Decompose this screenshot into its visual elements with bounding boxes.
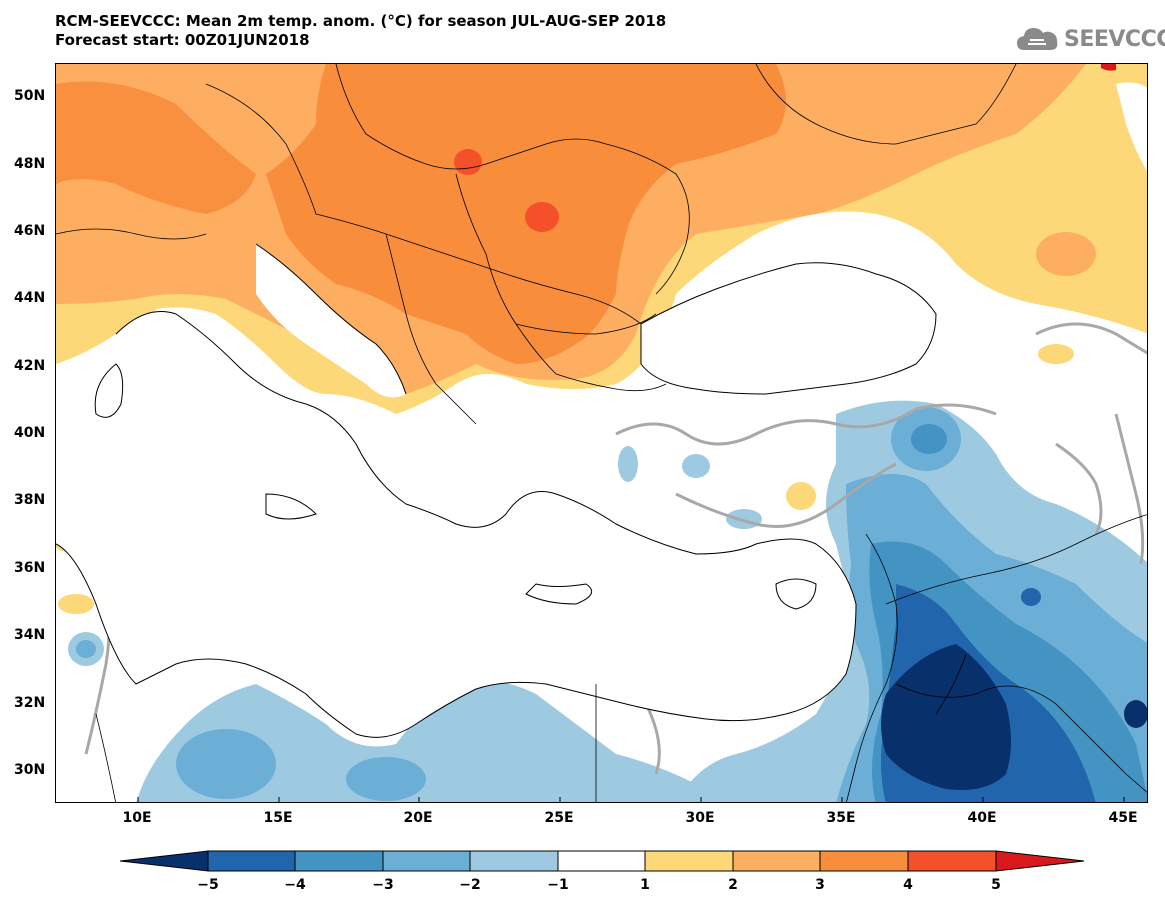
colorbar-segment — [732, 850, 821, 872]
colorbar-segment — [207, 850, 296, 872]
colorbar-tick-label: 2 — [728, 877, 738, 893]
anomaly-4-5-hungary — [454, 149, 482, 175]
colorbar-segment — [907, 850, 997, 872]
colorbar-tick-label: −1 — [547, 877, 569, 893]
lon-label-30e: 30E — [685, 810, 715, 826]
colorbar-tick-label: 3 — [815, 877, 825, 893]
colorbar-segment — [382, 850, 471, 872]
azov-sea — [786, 232, 830, 259]
title-line-2: Forecast start: 00Z01JUN2018 — [55, 31, 310, 49]
lon-label-40e: 40E — [967, 810, 997, 826]
anomaly-5-plus — [1101, 64, 1116, 71]
lon-label-20e: 20E — [403, 810, 433, 826]
colorbar-tick-label: 5 — [991, 877, 1001, 893]
lon-label-25e: 25E — [544, 810, 574, 826]
anomaly-below-minus5 — [881, 644, 1011, 790]
cloud-logo-icon — [1017, 28, 1058, 50]
lat-label-46n: 46N — [14, 223, 46, 239]
map-canvas — [56, 64, 1147, 802]
lat-label-48n: 48N — [14, 156, 46, 172]
colorbar-segment — [557, 850, 646, 872]
colorbar-tick-label: −3 — [372, 877, 394, 893]
coastlines — [56, 243, 857, 738]
colorbar-segment — [469, 850, 559, 872]
colorbar — [120, 850, 1085, 872]
lat-label-40n: 40N — [14, 425, 46, 441]
lat-label-50n: 50N — [14, 88, 46, 104]
lon-label-10e: 10E — [122, 810, 152, 826]
anomaly-4-5-romania — [525, 202, 559, 232]
colorbar-tick-label: −2 — [459, 877, 481, 893]
caspian-sea — [1116, 82, 1147, 171]
colorbar-segment — [819, 850, 909, 872]
lon-label-15e: 15E — [263, 810, 293, 826]
lon-label-45e: 45E — [1108, 810, 1138, 826]
adriatic-sea — [256, 244, 406, 398]
anomaly-map — [55, 63, 1148, 803]
colorbar-tick-label: 1 — [640, 877, 650, 893]
colorbar-tick-label: 4 — [903, 877, 913, 893]
lon-label-35e: 35E — [826, 810, 856, 826]
anomaly-3-4-west — [56, 81, 256, 214]
colorbar-segment — [644, 850, 734, 872]
colorbar-tick-label: −5 — [197, 877, 219, 893]
country-borders — [56, 64, 1147, 802]
map-title: RCM-SEEVCCC: Mean 2m temp. anom. (°C) fo… — [55, 12, 666, 50]
lat-label-38n: 38N — [14, 492, 46, 508]
lat-label-36n: 36N — [14, 560, 46, 576]
colorbar-segment-max — [995, 850, 1085, 872]
lat-label-34n: 34N — [14, 627, 46, 643]
lat-label-30n: 30N — [14, 762, 46, 778]
lat-label-32n: 32N — [14, 695, 46, 711]
colorbar-segment — [294, 850, 384, 872]
colorbar-segment-min — [120, 850, 209, 872]
anomaly-minus1-minus2-africa — [136, 680, 696, 802]
black-sea — [640, 262, 937, 395]
title-line-1: RCM-SEEVCCC: Mean 2m temp. anom. (°C) fo… — [55, 12, 667, 30]
lat-label-42n: 42N — [14, 358, 46, 374]
lat-label-44n: 44N — [14, 290, 46, 306]
zero-contours — [84, 322, 1147, 775]
seevccc-logo: SEEVCCC — [1016, 22, 1165, 56]
colorbar-tick-label: −4 — [284, 877, 306, 893]
logo-text: SEEVCCC — [1064, 26, 1165, 52]
